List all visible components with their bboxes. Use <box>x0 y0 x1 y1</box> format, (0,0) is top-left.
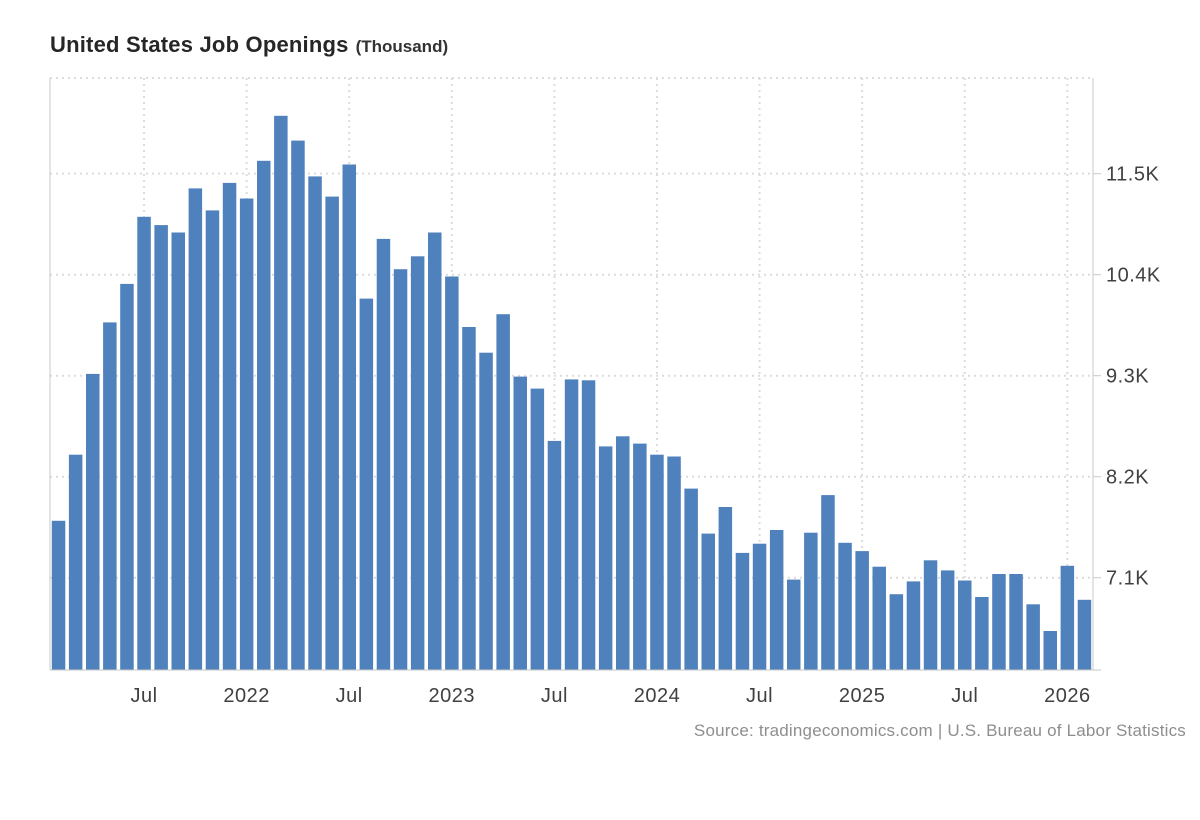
bar[interactable] <box>838 542 852 670</box>
x-axis-label: 2025 <box>839 685 886 707</box>
x-axis-label: 2022 <box>223 685 270 707</box>
bar[interactable] <box>581 380 596 670</box>
bar[interactable] <box>479 352 493 670</box>
x-axis-label: Jul <box>336 685 363 707</box>
bar[interactable] <box>120 283 134 670</box>
bar[interactable] <box>735 552 750 670</box>
bar[interactable] <box>975 597 989 670</box>
bar[interactable] <box>393 269 408 670</box>
bar[interactable] <box>940 570 955 670</box>
bar[interactable] <box>445 276 459 671</box>
job-openings-bar-chart[interactable]: 11.5K 10.4K 9.3K 8.2K 7.1K Jul 2022 Jul 2023 Jul 2… <box>0 0 1200 715</box>
bar[interactable] <box>342 164 357 671</box>
bar[interactable] <box>205 210 220 670</box>
bar[interactable] <box>86 373 100 670</box>
bar[interactable] <box>308 176 322 670</box>
bar[interactable] <box>239 198 254 671</box>
y-axis-label: 7.1K <box>1106 568 1149 590</box>
x-axis-label: Jul <box>951 685 978 707</box>
bar[interactable] <box>616 436 630 670</box>
bar[interactable] <box>410 256 425 670</box>
bar[interactable] <box>923 560 938 670</box>
bar[interactable] <box>530 388 545 670</box>
bar[interactable] <box>496 314 510 670</box>
bar[interactable] <box>752 543 767 670</box>
bar[interactable] <box>1077 599 1092 670</box>
bar[interactable] <box>667 456 681 671</box>
bar[interactable] <box>1060 565 1075 670</box>
x-axis-label: Jul <box>746 685 773 707</box>
bar[interactable] <box>650 454 664 670</box>
bar[interactable] <box>222 182 237 670</box>
bar[interactable] <box>769 530 784 670</box>
bar[interactable] <box>906 581 921 670</box>
bar[interactable] <box>958 580 972 671</box>
bar[interactable] <box>821 495 835 670</box>
bar[interactable] <box>787 579 801 670</box>
bar[interactable] <box>462 327 476 670</box>
bar[interactable] <box>1009 574 1023 670</box>
bar[interactable] <box>564 379 579 670</box>
bar[interactable] <box>171 232 186 671</box>
source-credit: Source: tradingeconomics.com | U.S. Bure… <box>693 721 1186 740</box>
bar[interactable] <box>68 454 83 670</box>
title-unit: (Thousand) <box>355 37 449 56</box>
bar[interactable] <box>257 160 271 671</box>
y-axis-label: 10.4K <box>1106 265 1161 287</box>
x-axis-label: Jul <box>131 685 158 707</box>
bar[interactable] <box>291 140 305 671</box>
bar[interactable] <box>359 298 374 670</box>
bar[interactable] <box>325 196 339 670</box>
bar[interactable] <box>701 533 716 670</box>
x-axis-label: 2023 <box>429 685 476 707</box>
page-title: United States Job Openings <box>50 32 349 57</box>
bar[interactable] <box>103 322 117 670</box>
bar[interactable] <box>547 440 562 670</box>
chart-header: United States Job Openings (Thousand) <box>50 32 448 58</box>
bar[interactable] <box>513 376 528 670</box>
bar[interactable] <box>376 238 391 670</box>
bar[interactable] <box>137 216 151 671</box>
bar[interactable] <box>1026 604 1040 670</box>
bar[interactable] <box>274 115 288 671</box>
bar[interactable] <box>633 443 647 670</box>
y-axis-label: 9.3K <box>1106 366 1149 388</box>
bar[interactable] <box>188 188 203 670</box>
bar[interactable] <box>1043 631 1058 670</box>
y-axis-label: 11.5K <box>1106 164 1159 186</box>
x-axis-label: Jul <box>541 685 568 707</box>
y-axis-label: 8.2K <box>1106 467 1149 489</box>
bar[interactable] <box>598 446 613 670</box>
bar[interactable] <box>51 520 66 670</box>
x-axis-label: 2026 <box>1044 685 1091 707</box>
bar[interactable] <box>889 594 904 670</box>
bar[interactable] <box>992 574 1006 670</box>
bar[interactable] <box>804 532 818 670</box>
bar[interactable] <box>718 507 733 670</box>
bar[interactable] <box>428 232 442 671</box>
bar[interactable] <box>684 488 698 670</box>
x-axis-label: 2024 <box>634 685 681 707</box>
bar[interactable] <box>154 225 168 670</box>
bar[interactable] <box>855 551 869 670</box>
bar[interactable] <box>872 566 887 670</box>
